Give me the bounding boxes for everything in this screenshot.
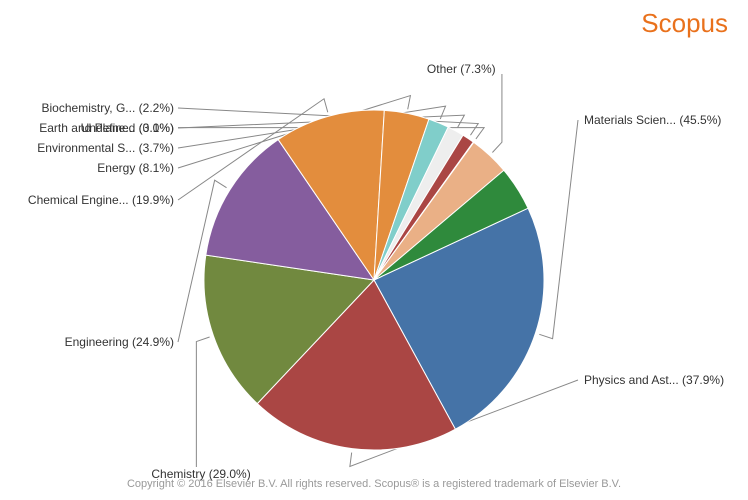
slice-label: Undefined (0.1%) bbox=[81, 121, 174, 135]
slice-label: Engineering (24.9%) bbox=[65, 335, 174, 349]
slice-label: Environmental S... (3.7%) bbox=[37, 141, 174, 155]
slice-label: Biochemistry, G... (2.2%) bbox=[42, 101, 174, 115]
slice-label: Physics and Ast... (37.9%) bbox=[584, 373, 724, 387]
slice-label: Chemical Engine... (19.9%) bbox=[28, 193, 174, 207]
leader-line bbox=[539, 120, 578, 339]
footer-copyright: Copyright © 2016 Elsevier B.V. All right… bbox=[0, 478, 748, 490]
leader-line bbox=[196, 337, 209, 467]
slice-label: Materials Scien... (45.5%) bbox=[584, 113, 721, 127]
chart-container: Scopus Materials Scien... (45.5%) Physics… bbox=[0, 0, 748, 500]
leader-line bbox=[492, 74, 502, 152]
pie-chart: Materials Scien... (45.5%) Physics and As… bbox=[0, 50, 748, 460]
slice-label: Other (7.3%) bbox=[427, 62, 496, 76]
brand-logo: Scopus bbox=[641, 8, 728, 39]
slice-label: Energy (8.1%) bbox=[97, 161, 174, 175]
